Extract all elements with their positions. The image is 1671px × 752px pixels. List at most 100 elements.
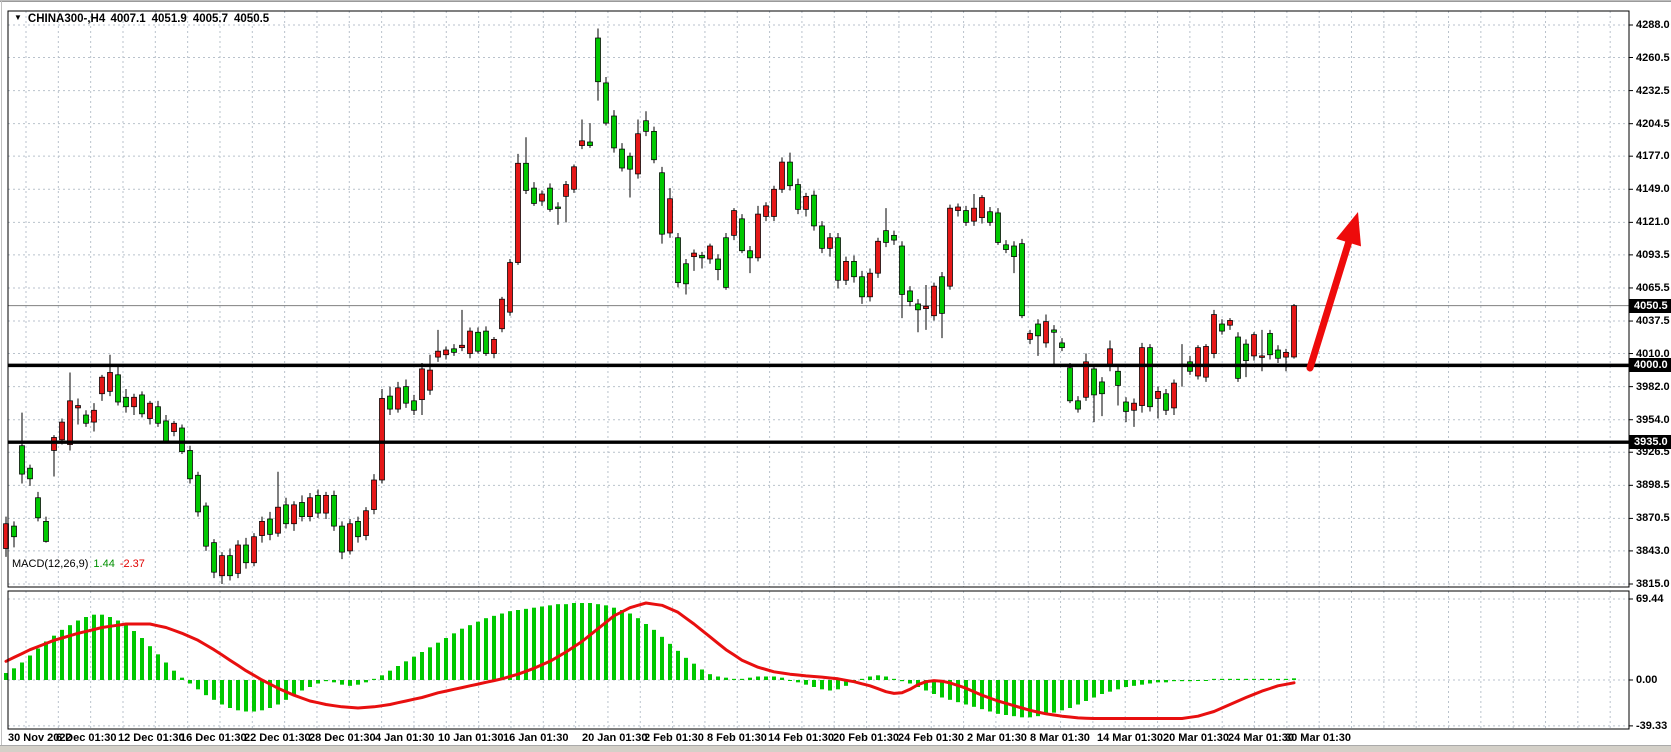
candle-body (179, 427, 185, 453)
macd-tick-label: -39.33 (1636, 719, 1668, 732)
macd-histogram-bar (236, 680, 240, 711)
candle-body (1283, 351, 1289, 358)
macd-histogram-bar (52, 635, 56, 680)
candle-body (715, 258, 721, 271)
macd-histogram-bar (1188, 680, 1192, 682)
candle-body (1019, 243, 1025, 317)
macd-histogram-bar (348, 680, 352, 686)
macd-histogram-bar (1116, 680, 1120, 690)
candle-body (443, 349, 449, 356)
macd-histogram-bar (796, 680, 800, 683)
candle-body (875, 240, 881, 274)
candle-body (1035, 323, 1041, 337)
window-bottom-edge (0, 745, 1671, 752)
candle-body (1227, 320, 1233, 326)
candle-body (67, 400, 73, 445)
macd-histogram-bar (1204, 680, 1208, 681)
price-tick-label: 4065.5 (1636, 281, 1670, 294)
macd-histogram-bar (156, 654, 160, 680)
macd-histogram-bar (716, 676, 720, 680)
candle-body (539, 193, 545, 202)
time-axis-label: 24 Feb 01:30 (898, 732, 965, 744)
bid-price-badge: 4050.5 (1629, 298, 1671, 313)
macd-histogram-bar (500, 613, 504, 680)
candle-body (779, 161, 785, 190)
macd-histogram-bar (1044, 680, 1048, 715)
macd-histogram-bar (124, 625, 128, 680)
macd-histogram-bar (804, 680, 808, 685)
macd-histogram-bar (676, 650, 680, 680)
candle-body (787, 161, 793, 187)
macd-histogram-bar (452, 633, 456, 680)
macd-histogram-bar (844, 680, 848, 686)
candle-body (115, 374, 121, 403)
price-tick-label: 4010.0 (1636, 347, 1670, 360)
macd-histogram-bar (116, 620, 120, 680)
time-axis-label: 22 Dec 01:30 (244, 732, 311, 744)
macd-pane-border (7, 590, 1630, 730)
candle-body (235, 544, 241, 574)
macd-histogram-bar (724, 677, 728, 680)
macd-histogram-bar (396, 666, 400, 680)
macd-histogram-bar (244, 680, 248, 712)
time-axis-label: 4 Jan 01:30 (375, 732, 435, 744)
candle-body (107, 372, 113, 392)
candle-body (51, 437, 57, 451)
candle-body (1195, 347, 1201, 377)
macd-histogram-bar (788, 680, 792, 681)
macd-histogram-bar (860, 678, 864, 680)
price-tick-label: 3954.0 (1636, 413, 1670, 426)
macd-histogram-bar (204, 680, 208, 696)
macd-histogram-bar (1252, 678, 1256, 680)
macd-histogram-bar (956, 680, 960, 703)
macd-histogram-bar (12, 668, 16, 680)
candle-body (355, 520, 361, 538)
macd-histogram-bar (436, 642, 440, 680)
macd-histogram-bar (588, 603, 592, 680)
macd-histogram-bar (60, 629, 64, 680)
macd-histogram-bar (884, 676, 888, 680)
macd-histogram-bar (1236, 678, 1240, 680)
trend-arrow-head[interactable] (1336, 212, 1362, 247)
macd-histogram-bar (1060, 680, 1064, 711)
macd-histogram-bar (1084, 680, 1088, 701)
candle-body (1267, 333, 1273, 356)
candle-body (587, 141, 593, 146)
macd-histogram-bar (1212, 678, 1216, 680)
candle-body (619, 148, 625, 169)
candle-body (819, 225, 825, 249)
macd-histogram-bar (572, 603, 576, 680)
trend-arrow-shaft[interactable] (1306, 233, 1354, 372)
macd-histogram-bar (668, 643, 672, 680)
macd-histogram-bar (1276, 678, 1280, 680)
time-axis-label: 14 Mar 01:30 (1097, 732, 1164, 744)
macd-histogram-bar (276, 680, 280, 705)
chart-menu-icon[interactable]: ▼ (14, 13, 22, 22)
candle-body (387, 395, 393, 410)
candle-body (203, 505, 209, 547)
macd-histogram-bar (1004, 680, 1008, 715)
candle-body (1027, 333, 1033, 340)
price-tick-label: 3815.0 (1636, 578, 1670, 590)
macd-histogram-bar (1284, 678, 1288, 680)
candle-body (603, 82, 609, 124)
macd-histogram-bar (324, 680, 328, 682)
macd-histogram-bar (548, 605, 552, 680)
hline-level-badge: 4000.0 (1629, 358, 1671, 373)
macd-histogram-bar (1092, 680, 1096, 698)
candle-body (491, 338, 497, 354)
candle-body (291, 504, 297, 525)
candle-body (339, 525, 345, 553)
macd-main-value: 1.44 (93, 558, 115, 570)
macd-histogram-bar (164, 662, 168, 680)
candle-body (307, 497, 313, 518)
time-axis-label: 30 Mar 01:30 (1285, 732, 1352, 744)
macd-histogram-bar (932, 680, 936, 694)
time-axis-label: 10 Jan 01:30 (438, 732, 504, 744)
macd-histogram-bar (828, 680, 832, 691)
candle-body (1075, 400, 1081, 410)
macd-histogram-bar (92, 614, 96, 680)
macd-histogram-bar (1036, 680, 1040, 717)
macd-histogram-bar (340, 680, 344, 685)
